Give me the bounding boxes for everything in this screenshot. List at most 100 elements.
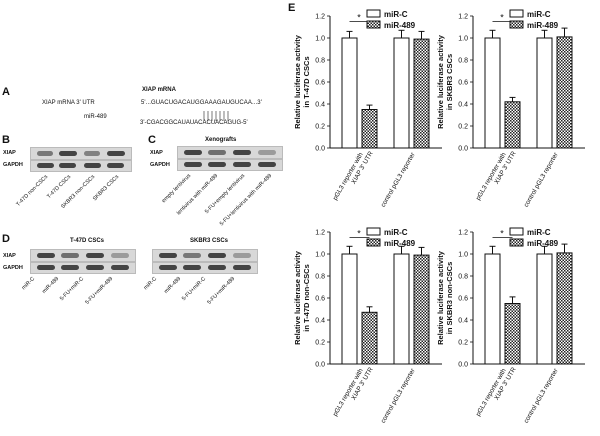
- d-right-blot-gapdh: [152, 262, 258, 274]
- xiap-mrna-title: XIAP mRNA: [142, 87, 176, 93]
- x-category-label: control pGL3 reporter: [380, 151, 417, 209]
- base-pairing-lines: [202, 108, 232, 121]
- bar-mir-c: [393, 37, 410, 149]
- panel-label-a: A: [2, 86, 10, 98]
- bar-mir-489: [413, 38, 430, 149]
- b-blot-xiap: [30, 147, 132, 160]
- y-tick-label: 0.8: [315, 274, 325, 281]
- legend-swatch-mir-c: [366, 9, 381, 18]
- sequence-bottom: 3'-CGACGGCAUAUACACUACAGUG-5': [140, 120, 248, 126]
- y-tick-label: 0.6: [458, 80, 468, 87]
- y-axis-label: Relative luciferase activityin SKBR3 non…: [436, 250, 454, 345]
- legend-label-mir-489: miR-489: [527, 21, 559, 30]
- d-row-xiap: XIAP: [3, 253, 16, 259]
- legend-swatch-mir-489: [509, 238, 524, 247]
- y-tick-label: 0.2: [458, 340, 468, 347]
- c-row-xiap: XIAP: [150, 150, 163, 156]
- bar-mir-489: [504, 101, 521, 149]
- bar-mir-c: [484, 253, 501, 365]
- y-tick-label: 0.4: [458, 318, 468, 325]
- y-tick-label: 1.2: [315, 14, 325, 21]
- b-row-gapdh: GAPDH: [3, 162, 23, 168]
- legend-swatch-mir-c: [366, 227, 381, 236]
- y-tick-label: 1.2: [458, 230, 468, 237]
- x-category-label: control pGL3 reporter: [523, 151, 560, 209]
- panel-label-b: B: [2, 134, 10, 146]
- y-axis-label: Relative luciferase activityin T-47D non…: [293, 250, 311, 345]
- bar-mir-489: [413, 254, 430, 365]
- bar-mir-c: [393, 253, 410, 365]
- c-row-gapdh: GAPDH: [150, 162, 170, 168]
- significance-star: *: [357, 13, 361, 23]
- d-left-title: T-47D CSCs: [70, 238, 105, 244]
- legend-label-mir-c: miR-C: [384, 228, 408, 237]
- bar-mir-c: [536, 37, 553, 149]
- sequence-top: 5'...GUACUGACAUGGAAAGAUGUCAA...3': [141, 100, 262, 106]
- y-tick-label: 0.2: [458, 124, 468, 131]
- y-tick-label: 1.0: [315, 36, 325, 43]
- c-blot-gapdh: [177, 159, 283, 171]
- significance-star: *: [500, 229, 504, 239]
- b-row-xiap: XIAP: [3, 150, 16, 156]
- y-tick-label: 0.0: [315, 362, 325, 369]
- legend-label-mir-489: miR-489: [384, 239, 416, 248]
- d-right-title: SKBR3 CSCs: [190, 238, 229, 244]
- y-tick-label: 0.0: [315, 146, 325, 153]
- y-tick-label: 0.0: [458, 362, 468, 369]
- bar-mir-489: [361, 109, 378, 149]
- y-tick-label: 1.0: [315, 252, 325, 259]
- legend-swatch-mir-c: [509, 9, 524, 18]
- bar-mir-489: [361, 311, 378, 365]
- c-blot-xiap: [177, 146, 283, 159]
- bar-mir-489: [556, 252, 573, 365]
- b-blot-gapdh: [30, 160, 132, 172]
- x-category-label: pGL3 reporter withXIAP 3' UTR: [475, 146, 518, 206]
- y-tick-label: 0.4: [315, 318, 325, 325]
- bar-mir-489: [504, 303, 521, 365]
- d-left-blot-gapdh: [30, 262, 136, 274]
- significance-star: *: [500, 13, 504, 23]
- x-category-label: pGL3 reporter withXIAP 3' UTR: [332, 146, 375, 206]
- y-tick-label: 1.0: [458, 252, 468, 259]
- x-category-label: pGL3 reporter withXIAP 3' UTR: [332, 362, 375, 422]
- utr-label: XIAP mRNA 3' UTR: [42, 100, 95, 106]
- bar-mir-c: [341, 37, 358, 149]
- legend-swatch-mir-489: [509, 20, 524, 29]
- legend-label-mir-c: miR-C: [384, 10, 408, 19]
- panel-label-d: D: [2, 233, 10, 245]
- d-row-gapdh: GAPDH: [3, 265, 23, 271]
- bar-mir-c: [341, 253, 358, 365]
- legend-label-mir-489: miR-489: [527, 239, 559, 248]
- legend-label-mir-c: miR-C: [527, 228, 551, 237]
- y-tick-label: 0.8: [458, 274, 468, 281]
- y-tick-label: 0.0: [458, 146, 468, 153]
- legend-label-mir-489: miR-489: [384, 21, 416, 30]
- mir-489-label: miR-489: [84, 114, 107, 120]
- legend-swatch-mir-489: [366, 238, 381, 247]
- y-axis-label: Relative luciferase activityin SKBR3 CSC…: [436, 34, 454, 129]
- significance-star: *: [357, 229, 361, 239]
- y-tick-label: 0.8: [315, 58, 325, 65]
- y-tick-label: 1.2: [315, 230, 325, 237]
- legend-swatch-mir-c: [509, 227, 524, 236]
- legend-swatch-mir-489: [366, 20, 381, 29]
- bar-mir-489: [556, 36, 573, 149]
- legend-label-mir-c: miR-C: [527, 10, 551, 19]
- y-tick-label: 0.4: [315, 102, 325, 109]
- panel-label-c: C: [148, 134, 156, 146]
- y-tick-label: 1.2: [458, 14, 468, 21]
- y-tick-label: 0.2: [315, 340, 325, 347]
- d-left-blot-xiap: [30, 249, 136, 262]
- y-tick-label: 0.6: [458, 296, 468, 303]
- c-title: Xenografts: [205, 137, 237, 143]
- x-category-label: control pGL3 reporter: [523, 367, 560, 425]
- bar-mir-c: [536, 253, 553, 365]
- y-tick-label: 0.6: [315, 296, 325, 303]
- y-axis-label: Relative luciferase activityin T-47D CSC…: [293, 34, 311, 129]
- y-tick-label: 0.2: [315, 124, 325, 131]
- x-category-label: control pGL3 reporter: [380, 367, 417, 425]
- y-tick-label: 0.4: [458, 102, 468, 109]
- d-right-blot-xiap: [152, 249, 258, 262]
- y-tick-label: 1.0: [458, 36, 468, 43]
